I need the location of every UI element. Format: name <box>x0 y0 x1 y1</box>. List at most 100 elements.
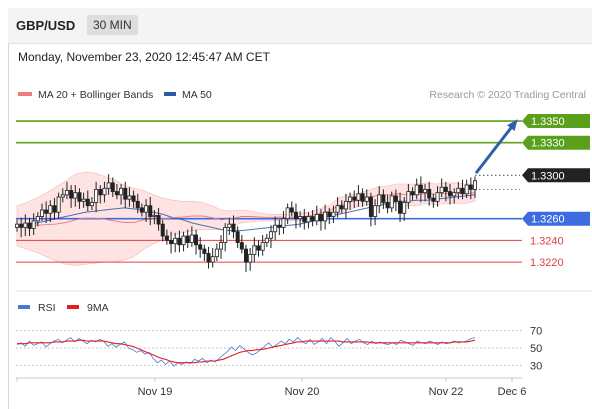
candle-down <box>239 242 244 250</box>
candle-up <box>127 195 132 200</box>
candle-up <box>14 223 19 228</box>
candle-up <box>356 193 361 201</box>
candle-up <box>335 205 340 213</box>
candle-down <box>148 205 153 217</box>
candle-down <box>160 223 165 237</box>
candle-up <box>144 205 149 213</box>
candle-up <box>89 202 94 207</box>
candle-down <box>123 187 128 200</box>
candle-up <box>406 191 411 203</box>
candle-up <box>214 248 219 258</box>
candle-down <box>85 198 90 207</box>
candle-up <box>48 205 53 214</box>
ma20-line <box>17 192 476 227</box>
9ma-line <box>17 339 476 364</box>
candle-up <box>348 196 353 202</box>
candle-down <box>368 196 373 217</box>
candle-down <box>256 245 261 251</box>
candle-up <box>389 195 394 209</box>
candle-down <box>289 207 294 213</box>
candle-up <box>210 256 215 263</box>
candles <box>14 174 477 272</box>
forecast-arrow-head <box>507 119 518 132</box>
candle-up <box>219 242 224 250</box>
candle-up <box>331 211 336 217</box>
candle-up <box>106 182 111 189</box>
candle-down <box>202 248 207 254</box>
candle-up <box>227 223 232 228</box>
candle-down <box>448 191 453 197</box>
candle-up <box>223 226 228 243</box>
candle-down <box>27 222 32 229</box>
candle-up <box>402 202 407 214</box>
research-credit: Research © 2020 Trading Central <box>429 89 586 101</box>
timeframe-badge[interactable]: 30 MIN <box>87 15 138 35</box>
candle-up <box>439 186 444 194</box>
candle-down <box>110 182 115 192</box>
x-tick-label-dec-6: Dec 6 <box>498 386 527 398</box>
candle-down <box>131 195 136 202</box>
candle-down <box>277 224 282 228</box>
candle-down <box>185 235 190 243</box>
candle-down <box>52 205 57 213</box>
forecast-arrow <box>474 119 518 175</box>
candle-down <box>393 195 398 202</box>
candle-up <box>31 220 36 229</box>
level-label-1.3260: 1.3260 <box>531 214 565 226</box>
candle-up <box>464 184 469 195</box>
rsi-legend-swatch <box>18 305 30 309</box>
level-label-1.3240: 1.3240 <box>530 235 564 247</box>
candle-down <box>427 189 432 199</box>
rsi-tick-50: 50 <box>530 343 542 355</box>
level-tag-1.3350 <box>522 114 590 129</box>
candle-down <box>69 190 74 199</box>
candle-up <box>39 209 44 217</box>
candle-down <box>310 216 315 222</box>
candle-up <box>119 187 124 196</box>
candle-up <box>377 194 382 207</box>
candle-down <box>381 194 386 203</box>
rsi-legend: RSI 9MA <box>18 302 109 314</box>
candle-up <box>452 192 457 197</box>
candle-up <box>268 231 273 239</box>
candle-up <box>181 235 186 246</box>
candle-up <box>306 216 311 223</box>
rsi-panel: 70 50 30 <box>16 326 542 372</box>
level-labels: 1.3350 1.3330 1.3300 1.3260 1.3240 1.3220 <box>522 114 590 269</box>
candle-up <box>423 189 428 194</box>
candle-down <box>19 223 24 228</box>
candle-up <box>273 224 278 233</box>
rsi-tick-70: 70 <box>530 326 542 338</box>
price-levels <box>16 120 522 263</box>
candle-down <box>114 191 119 196</box>
candle-down <box>194 234 199 246</box>
ma20-legend-label: MA 20 + Bollinger Bands <box>38 89 153 101</box>
candle-up <box>414 184 419 196</box>
candle-up <box>252 245 257 255</box>
candle-up <box>281 218 286 228</box>
candle-down <box>77 192 82 202</box>
candle-down <box>243 248 248 263</box>
candle-up <box>298 216 303 220</box>
candle-down <box>302 216 307 223</box>
level-label-1.3350: 1.3350 <box>531 116 565 128</box>
ma50-legend-swatch <box>164 92 176 96</box>
candle-down <box>139 207 144 213</box>
candle-down <box>443 186 448 192</box>
candle-up <box>314 213 319 222</box>
candle-down <box>468 184 473 190</box>
candle-up <box>56 196 61 213</box>
candle-down <box>339 205 344 210</box>
level-tag-1.3260 <box>522 211 590 226</box>
candle-down <box>235 231 240 243</box>
x-tick-label-nov-22: Nov 22 <box>429 386 464 398</box>
candle-up <box>152 215 157 217</box>
candle-up <box>173 237 178 245</box>
x-tick-label-nov-20: Nov 20 <box>285 386 320 398</box>
level-label-1.3330: 1.3330 <box>531 138 565 150</box>
currency-pair: GBP/USD <box>16 18 76 33</box>
9ma-legend-label: 9MA <box>87 302 109 314</box>
candle-up <box>260 242 265 251</box>
rsi-line <box>16 337 476 367</box>
